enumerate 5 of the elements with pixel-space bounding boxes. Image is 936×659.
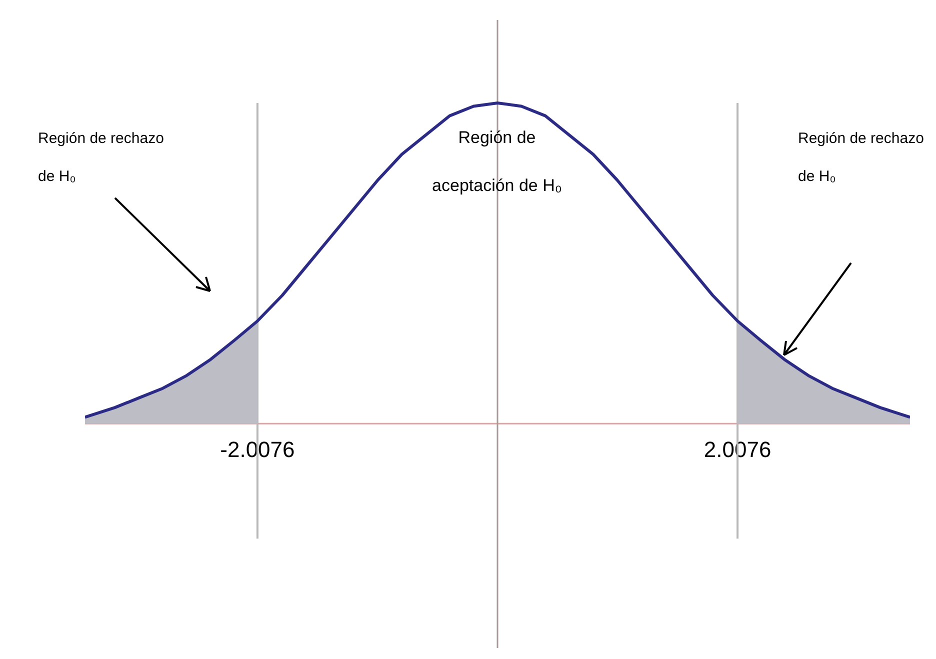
text: Región de rechazo de H₀ — [798, 130, 924, 185]
text: Región de rechazo de H₀ — [38, 130, 164, 185]
x-tick-label: -2.0076 — [220, 436, 295, 462]
text: Región de aceptación de H₀ — [432, 128, 562, 195]
x-tick-label: 2.0076 — [704, 436, 772, 462]
